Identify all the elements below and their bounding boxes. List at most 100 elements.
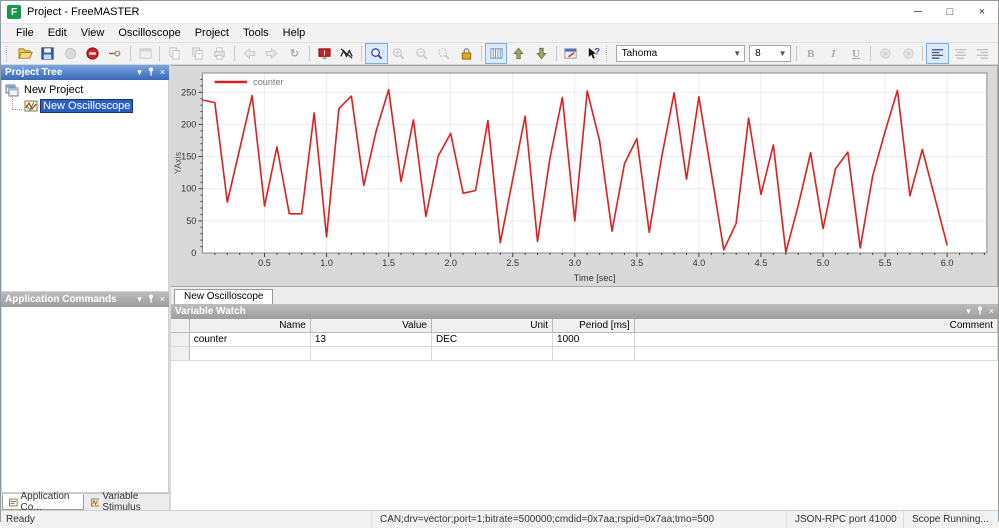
- minimize-button[interactable]: ─: [914, 6, 922, 18]
- reload-icon: ↻: [289, 48, 300, 60]
- left-pane: Project Tree ▾ × New Project New Oscillo…: [1, 65, 171, 513]
- scope-tab-strip: New Oscilloscope: [171, 287, 998, 304]
- table-header-row: Name Value Unit Period [ms] Comment: [171, 319, 999, 333]
- svg-text:YAxis: YAxis: [173, 151, 183, 174]
- underline-button: U: [851, 47, 860, 60]
- font-size-value: 8: [755, 48, 761, 59]
- svg-text:4.0: 4.0: [693, 258, 706, 268]
- pin-icon[interactable]: [976, 306, 984, 317]
- zoom-all-icon[interactable]: [364, 43, 388, 64]
- chevron-down-icon: ▼: [733, 49, 742, 58]
- paste-icon: [186, 43, 209, 64]
- save-project-icon[interactable]: [37, 43, 60, 64]
- status-ready: Ready: [6, 514, 35, 525]
- communication-error-icon[interactable]: !: [313, 43, 336, 64]
- menu-bar: File Edit View Oscilloscope Project Tool…: [1, 23, 998, 42]
- cell-value[interactable]: [310, 346, 432, 361]
- maximize-button[interactable]: □: [946, 6, 954, 18]
- cell-name[interactable]: [189, 346, 311, 361]
- grid-icon[interactable]: [484, 43, 508, 64]
- column-header-value[interactable]: Value: [310, 319, 432, 333]
- tab-new-oscilloscope[interactable]: New Oscilloscope: [174, 289, 274, 304]
- zoom-out-icon: [410, 43, 433, 64]
- panel-menu-icon[interactable]: ▾: [137, 294, 142, 304]
- menu-help[interactable]: Help: [282, 27, 306, 39]
- column-header-comment[interactable]: Comment: [634, 319, 999, 333]
- close-icon[interactable]: ×: [159, 67, 165, 77]
- cell-value[interactable]: 13: [310, 332, 432, 347]
- bold-button: B: [807, 47, 815, 60]
- copy-icon: [163, 43, 186, 64]
- column-header-period[interactable]: Period [ms]: [552, 319, 635, 333]
- tree-item-label[interactable]: New Project: [24, 84, 84, 96]
- menu-project[interactable]: Project: [194, 27, 229, 39]
- toolbar-separator: [870, 46, 872, 61]
- cell-comment[interactable]: [634, 346, 999, 361]
- title-bar: F Project - FreeMASTER ─ □ ×: [1, 1, 998, 23]
- tree-item-label[interactable]: New Oscilloscope: [40, 99, 134, 113]
- pin-icon[interactable]: [147, 67, 155, 78]
- toolbar-separator: [308, 46, 310, 61]
- menu-tools[interactable]: Tools: [242, 27, 269, 39]
- oscilloscope-icon: [24, 100, 38, 112]
- project-tree-title: Project Tree: [5, 67, 63, 78]
- variable-watch-empty-area: [171, 361, 998, 510]
- svg-text:5.5: 5.5: [879, 258, 892, 268]
- panel-menu-icon[interactable]: ▾: [137, 67, 142, 77]
- variable-watch-table: Name Value Unit Period [ms] Comment coun…: [171, 319, 999, 361]
- cell-comment[interactable]: [634, 332, 999, 347]
- status-bar: Ready CAN;drv=vector;port=1;bitrate=5000…: [1, 510, 998, 528]
- close-icon[interactable]: ×: [988, 306, 994, 316]
- svg-text:2.0: 2.0: [444, 258, 457, 268]
- forward-icon: [261, 43, 284, 64]
- properties-icon[interactable]: [560, 43, 583, 64]
- toolbar-separator: [795, 46, 797, 61]
- toolbar-separator: [360, 46, 362, 61]
- tab-label: Application Co...: [20, 491, 70, 513]
- menu-edit[interactable]: Edit: [47, 27, 67, 39]
- cell-unit[interactable]: [431, 346, 554, 361]
- open-project-icon[interactable]: [14, 43, 37, 64]
- stop-communication-icon[interactable]: [82, 43, 105, 64]
- cell-period[interactable]: 1000: [552, 332, 635, 347]
- close-icon[interactable]: ×: [159, 294, 165, 304]
- tree-item-new-oscilloscope[interactable]: New Oscilloscope: [2, 95, 168, 114]
- chevron-down-icon: ▼: [778, 49, 787, 58]
- back-icon: [238, 43, 261, 64]
- toolbar: ↻ ! ? Tahoma ▼ 8 ▼ B: [1, 42, 998, 65]
- column-header-unit[interactable]: Unit: [431, 319, 554, 333]
- lock-scope-icon[interactable]: [455, 43, 478, 64]
- menu-file[interactable]: File: [16, 27, 34, 39]
- svg-text:200: 200: [181, 119, 196, 129]
- cell-name[interactable]: counter: [189, 332, 311, 347]
- tab-application-commands[interactable]: Application Co...: [2, 491, 84, 513]
- column-header-name[interactable]: Name: [189, 319, 311, 333]
- cell-unit[interactable]: DEC: [431, 332, 554, 347]
- context-help-icon[interactable]: ?: [582, 43, 605, 64]
- align-left-icon[interactable]: [926, 43, 949, 64]
- close-button[interactable]: ×: [978, 6, 986, 18]
- tab-variable-stimulus[interactable]: Variable Stimulus: [84, 491, 169, 513]
- font-size-select[interactable]: 8 ▼: [749, 45, 791, 62]
- project-options-icon: [134, 43, 157, 64]
- move-down-icon[interactable]: [530, 43, 553, 64]
- table-row-empty[interactable]: [171, 346, 999, 361]
- application-commands-body: [1, 307, 169, 493]
- right-pane: 0.5 1.0 1.5 2.0 2.5 3.0 3.5 4.0 4.5 5.0 5.5 6.0 0 50 1…: [171, 65, 999, 510]
- tree-item-new-project[interactable]: New Project: [2, 82, 168, 98]
- highlight-color-icon: [897, 43, 920, 64]
- font-select[interactable]: Tahoma ▼: [615, 45, 746, 62]
- connect-plug-icon[interactable]: [104, 43, 127, 64]
- svg-text:counter: counter: [253, 77, 283, 87]
- move-up-icon[interactable]: [507, 43, 530, 64]
- svg-text:0.5: 0.5: [258, 258, 271, 268]
- pin-icon[interactable]: [147, 294, 155, 305]
- menu-oscilloscope[interactable]: Oscilloscope: [118, 27, 181, 39]
- svg-text:250: 250: [181, 87, 196, 97]
- menu-view[interactable]: View: [80, 27, 105, 39]
- cell-period[interactable]: [552, 346, 635, 361]
- panel-menu-icon[interactable]: ▾: [966, 306, 971, 316]
- stimulus-icon[interactable]: [335, 43, 358, 64]
- svg-text:100: 100: [181, 184, 196, 194]
- table-row[interactable]: counter 13 DEC 1000: [171, 332, 999, 347]
